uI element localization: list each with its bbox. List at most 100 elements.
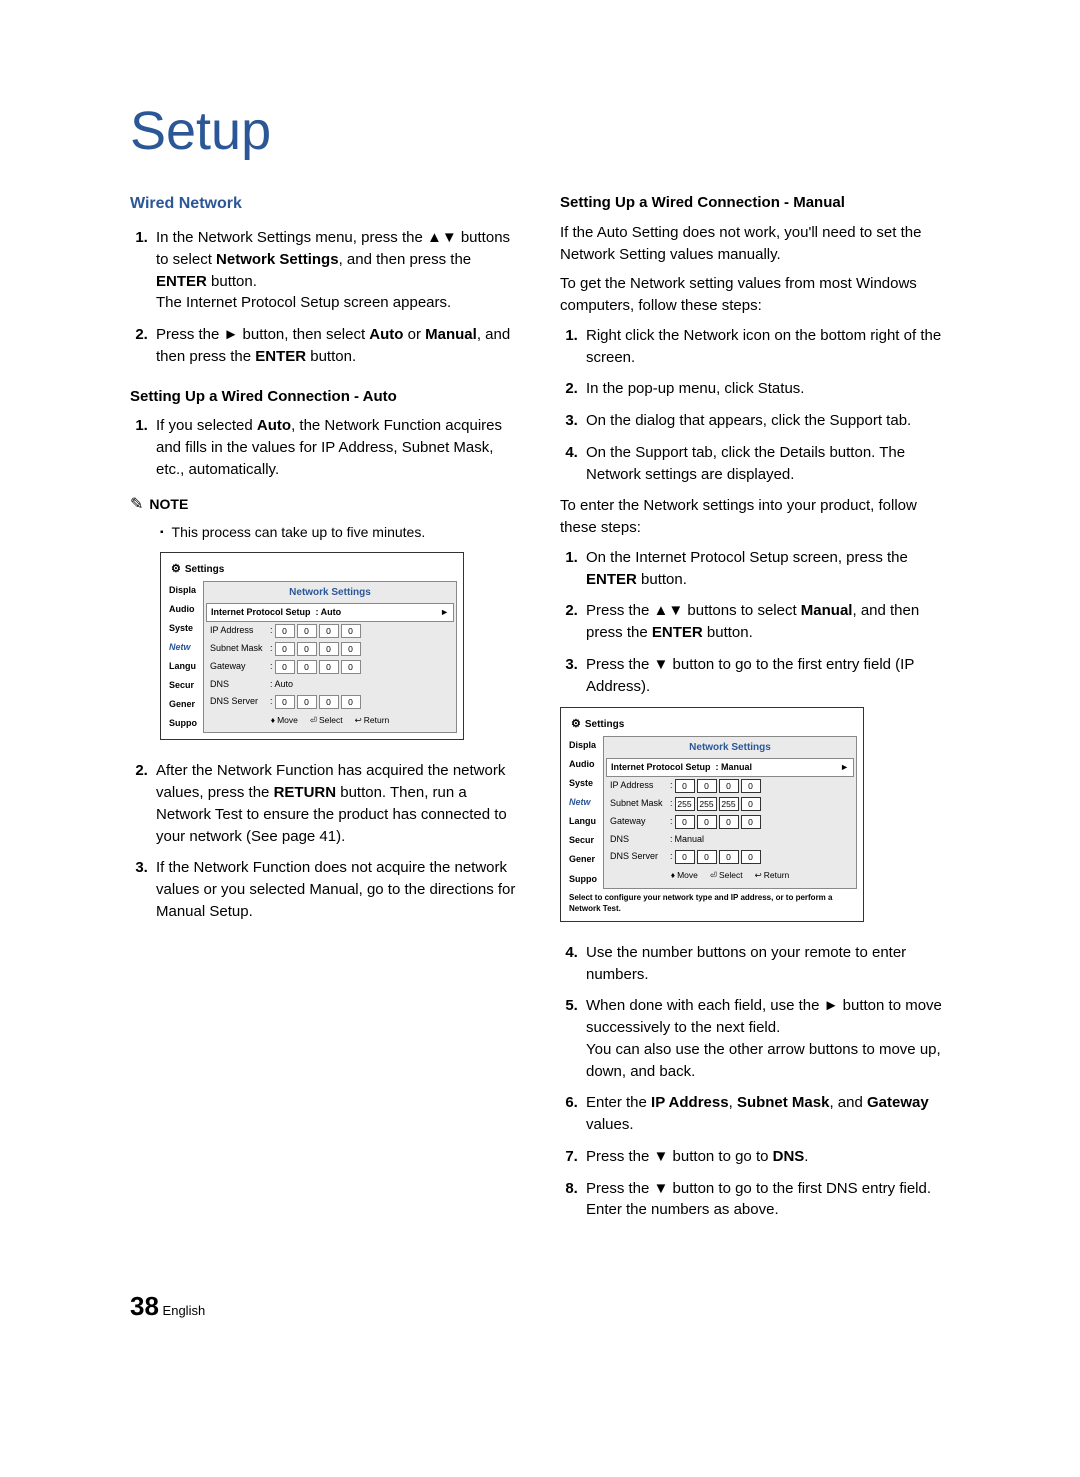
ip-octet[interactable]: 255	[675, 797, 695, 811]
sidebar-item[interactable]: Gener	[167, 695, 203, 714]
sidebar-item[interactable]: Gener	[567, 850, 603, 869]
sidebar-item[interactable]: Audio	[167, 600, 203, 619]
ip-octet[interactable]: 0	[319, 695, 339, 709]
left-column: Wired Network In the Network Settings me…	[130, 192, 520, 1231]
sidebar-item[interactable]: Secur	[167, 676, 203, 695]
row-label: IP Address	[210, 624, 270, 637]
right-para-1: If the Auto Setting does not work, you'l…	[560, 222, 950, 266]
footer-item: ↩Return	[355, 714, 390, 726]
row-label: IP Address	[610, 779, 670, 792]
sidebar-item[interactable]: Secur	[567, 831, 603, 850]
sidebar-item[interactable]: Suppo	[167, 714, 203, 733]
list-item: Press the ▲▼ buttons to select Manual, a…	[582, 600, 950, 644]
sidebar-item[interactable]: Displa	[567, 736, 603, 755]
list-item: In the Network Settings menu, press the …	[152, 227, 520, 314]
settings-body: DisplaAudioSysteNetwLanguSecurGenerSuppo…	[567, 736, 857, 888]
panel-row: IP Address : 0000	[206, 622, 454, 640]
ip-octet[interactable]: 0	[319, 642, 339, 656]
ip-octet[interactable]: 255	[719, 797, 739, 811]
ip-octet[interactable]: 0	[297, 695, 317, 709]
ip-octet[interactable]: 0	[275, 695, 295, 709]
ip-octet[interactable]: 0	[697, 850, 717, 864]
page-number: 38	[130, 1291, 159, 1321]
ip-octet[interactable]: 0	[675, 850, 695, 864]
protocol-row[interactable]: Internet Protocol Setup : Auto►	[206, 603, 454, 622]
sidebar-item[interactable]: Netw	[167, 638, 203, 657]
page: Setup Wired Network In the Network Setti…	[0, 0, 1080, 1382]
ip-octet[interactable]: 0	[275, 660, 295, 674]
ip-octet[interactable]: 0	[341, 695, 361, 709]
sidebar-item[interactable]: Netw	[567, 793, 603, 812]
ip-octet[interactable]: 0	[319, 624, 339, 638]
right-list-3: Use the number buttons on your remote to…	[560, 942, 950, 1221]
left-list-3: After the Network Function has acquired …	[130, 760, 520, 922]
auto-sub-heading: Setting Up a Wired Connection - Auto	[130, 386, 520, 408]
panel-row: DNS Server : 0000	[206, 693, 454, 711]
left-list-1: In the Network Settings menu, press the …	[130, 227, 520, 368]
panel-row: Subnet Mask : 2552552550	[606, 795, 854, 813]
ip-octet[interactable]: 0	[319, 660, 339, 674]
ip-boxes: 0000	[675, 850, 761, 864]
ip-octet[interactable]: 0	[741, 850, 761, 864]
sidebar-item[interactable]: Displa	[167, 581, 203, 600]
panel-footer: ♦Move⏎Select↩Return	[606, 866, 854, 882]
protocol-row[interactable]: Internet Protocol Setup : Manual►	[606, 758, 854, 777]
sidebar-item[interactable]: Suppo	[567, 870, 603, 889]
row-label: Gateway	[610, 815, 670, 828]
ip-octet[interactable]: 0	[341, 642, 361, 656]
row-label: DNS	[610, 833, 670, 846]
list-item: Right click the Network icon on the bott…	[582, 325, 950, 369]
ip-octet[interactable]: 0	[697, 779, 717, 793]
panel-title: Network Settings	[206, 584, 454, 603]
ip-octet[interactable]: 0	[675, 815, 695, 829]
ip-octet[interactable]: 0	[741, 815, 761, 829]
ip-octet[interactable]: 0	[675, 779, 695, 793]
sidebar-item[interactable]: Syste	[167, 619, 203, 638]
ip-octet[interactable]: 0	[341, 624, 361, 638]
ip-octet[interactable]: 0	[297, 642, 317, 656]
dns-row: DNS : Manual	[606, 831, 854, 848]
sidebar-item[interactable]: Syste	[567, 774, 603, 793]
footer-item: ⏎Select	[710, 869, 743, 881]
gear-icon: ⚙	[571, 717, 581, 733]
panel-footer: ♦Move⏎Select↩Return	[206, 711, 454, 727]
sidebar-item[interactable]: Audio	[567, 755, 603, 774]
ip-octet[interactable]: 255	[697, 797, 717, 811]
list-item: Press the ▼ button to go to the first DN…	[582, 1178, 950, 1222]
list-item: On the Support tab, click the Details bu…	[582, 442, 950, 486]
ip-boxes: 0000	[275, 695, 361, 709]
ip-octet[interactable]: 0	[741, 779, 761, 793]
content-columns: Wired Network In the Network Settings me…	[130, 192, 950, 1231]
dns-mode: Auto	[275, 678, 294, 691]
panel-row: Gateway : 0000	[206, 658, 454, 676]
ip-octet[interactable]: 0	[741, 797, 761, 811]
ip-octet[interactable]: 0	[719, 779, 739, 793]
panel-row: Subnet Mask : 0000	[206, 640, 454, 658]
list-item: On the dialog that appears, click the Su…	[582, 410, 950, 432]
ip-octet[interactable]: 0	[719, 815, 739, 829]
sidebar-item[interactable]: Langu	[167, 657, 203, 676]
ip-octet[interactable]: 0	[275, 624, 295, 638]
row-label: DNS	[210, 678, 270, 691]
panel-row: IP Address : 0000	[606, 777, 854, 795]
list-item: In the pop-up menu, click Status.	[582, 378, 950, 400]
ip-boxes: 0000	[275, 660, 361, 674]
row-label: Subnet Mask	[610, 797, 670, 810]
right-para-3: To enter the Network settings into your …	[560, 495, 950, 539]
note-row: ✎ NOTE	[130, 493, 520, 516]
row-label: DNS Server	[210, 695, 270, 708]
ip-octet[interactable]: 0	[297, 660, 317, 674]
ip-octet[interactable]: 0	[719, 850, 739, 864]
ip-octet[interactable]: 0	[275, 642, 295, 656]
ip-octet[interactable]: 0	[297, 624, 317, 638]
footer-item: ♦Move	[671, 869, 698, 881]
bullet-icon: ▪	[160, 526, 164, 542]
sidebar-item[interactable]: Langu	[567, 812, 603, 831]
list-item: Press the ▼ button to go to the first en…	[582, 654, 950, 698]
ip-octet[interactable]: 0	[341, 660, 361, 674]
ip-octet[interactable]: 0	[697, 815, 717, 829]
list-item: Press the ▼ button to go to DNS.	[582, 1146, 950, 1168]
footer-item: ⏎Select	[310, 714, 343, 726]
panel-title: Network Settings	[606, 739, 854, 758]
hint-text: Select to configure your network type an…	[567, 889, 857, 915]
